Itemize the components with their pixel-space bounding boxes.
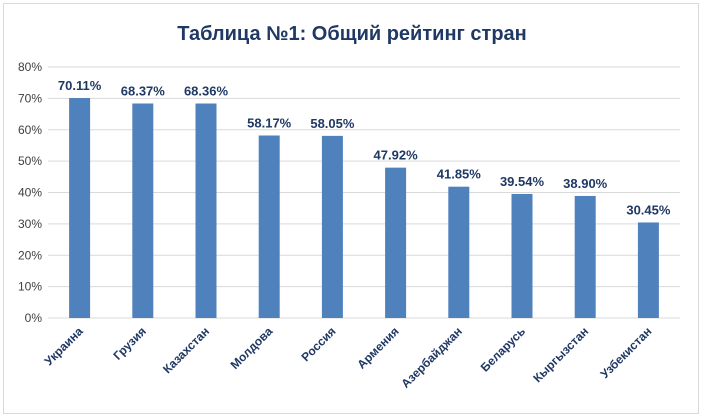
- x-tick-label: Узбекистан: [598, 324, 655, 381]
- x-tick-label: Молдова: [228, 324, 276, 372]
- data-label: 68.37%: [121, 83, 166, 98]
- x-tick-label: Азербайджан: [398, 324, 465, 391]
- data-label: 41.85%: [437, 167, 482, 182]
- bar: [637, 222, 659, 318]
- bar: [195, 103, 217, 318]
- y-tick-label: 20%: [18, 248, 42, 262]
- y-tick-label: 30%: [18, 217, 42, 231]
- bar: [321, 135, 343, 318]
- y-tick-label: 50%: [18, 154, 42, 168]
- gridlines: [48, 66, 680, 319]
- x-tick-label: Армения: [354, 324, 401, 371]
- data-label: 70.11%: [58, 78, 102, 93]
- y-tick-label: 70%: [18, 91, 42, 105]
- x-tick-label: Кыргызстан: [530, 324, 591, 385]
- data-label: 30.45%: [626, 202, 671, 217]
- bar: [258, 135, 280, 318]
- data-label: 68.36%: [184, 84, 229, 99]
- data-label: 39.54%: [500, 174, 545, 189]
- data-label: 58.05%: [310, 116, 355, 131]
- x-axis-ticks: Украина Грузия Казахстан Молдова Россия Армен…: [42, 324, 655, 391]
- bar: [132, 103, 154, 318]
- y-tick-label: 10%: [18, 280, 42, 294]
- x-tick-label: Беларусь: [478, 324, 528, 374]
- x-tick-label: Казахстан: [160, 324, 212, 376]
- data-labels: 70.11% 68.37% 68.36% 58.17% 58.05% 47.92% 41.8…: [58, 78, 671, 217]
- chart-title: Таблица №1: Общий рейтинг стран: [177, 23, 527, 45]
- bar: [69, 98, 91, 318]
- x-tick-label: Россия: [298, 324, 338, 364]
- y-tick-label: 0%: [25, 311, 43, 325]
- y-tick-label: 80%: [18, 60, 42, 74]
- bars: [69, 98, 659, 318]
- bar: [574, 195, 596, 318]
- y-tick-label: 40%: [18, 186, 42, 200]
- data-label: 38.90%: [563, 176, 608, 191]
- bar: [448, 186, 470, 318]
- x-tick-label: Грузия: [110, 324, 148, 362]
- y-axis-ticks: 0% 10% 20% 30% 40% 50% 60% 70% 80%: [18, 60, 42, 325]
- bar: [511, 193, 533, 318]
- x-tick-label: Украина: [42, 324, 86, 368]
- data-label: 47.92%: [374, 148, 419, 163]
- bar: [385, 167, 407, 318]
- data-label: 58.17%: [247, 115, 292, 130]
- y-tick-label: 60%: [18, 123, 42, 137]
